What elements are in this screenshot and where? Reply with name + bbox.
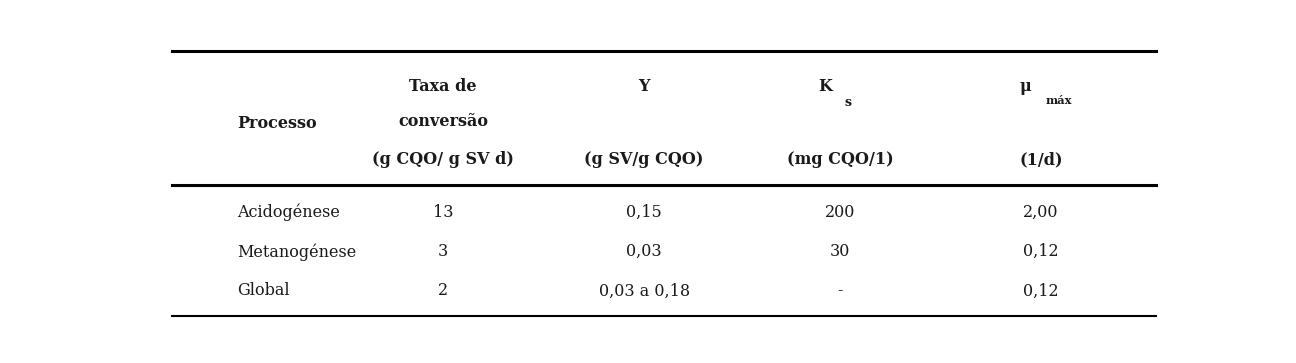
Text: K: K <box>818 78 832 95</box>
Text: Processo: Processo <box>237 115 318 132</box>
Text: s: s <box>845 96 851 109</box>
Text: 0,12: 0,12 <box>1023 282 1059 299</box>
Text: 30: 30 <box>829 243 850 260</box>
Text: (1/d): (1/d) <box>1019 151 1063 168</box>
Text: Global: Global <box>237 282 290 299</box>
Text: (g SV/g CQO): (g SV/g CQO) <box>584 151 704 168</box>
Text: 200: 200 <box>824 204 855 221</box>
Text: 3: 3 <box>438 243 448 260</box>
Text: (mg CQO/1): (mg CQO/1) <box>787 151 893 168</box>
Text: Metanogénese: Metanogénese <box>237 243 356 261</box>
Text: 0,12: 0,12 <box>1023 243 1059 260</box>
Text: 0,03 a 0,18: 0,03 a 0,18 <box>599 282 689 299</box>
Text: 0,15: 0,15 <box>626 204 662 221</box>
Text: 2,00: 2,00 <box>1023 204 1059 221</box>
Text: máx: máx <box>1046 95 1072 106</box>
Text: (g CQO/ g SV d): (g CQO/ g SV d) <box>372 151 515 168</box>
Text: conversão: conversão <box>398 113 489 130</box>
Text: 0,03: 0,03 <box>626 243 662 260</box>
Text: 13: 13 <box>433 204 454 221</box>
Text: -: - <box>837 282 842 299</box>
Text: Y: Y <box>639 78 649 95</box>
Text: Acidogénese: Acidogénese <box>237 204 341 221</box>
Text: 2: 2 <box>438 282 448 299</box>
Text: μ: μ <box>1020 78 1032 95</box>
Text: Taxa de: Taxa de <box>410 78 477 95</box>
